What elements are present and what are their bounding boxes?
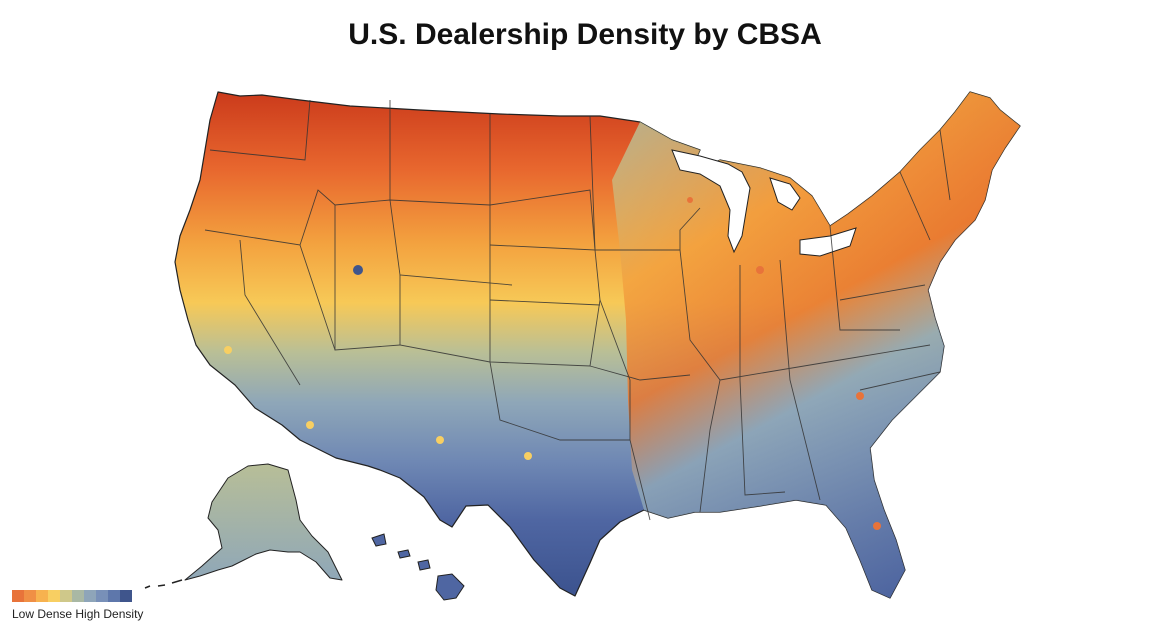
- map-title: U.S. Dealership Density by CBSA: [348, 18, 822, 51]
- legend-swatch: [96, 590, 108, 602]
- hawaii-big-island: [435, 573, 465, 601]
- contiguous-us-region: [174, 91, 1021, 599]
- hawaii-kauai: [371, 533, 387, 547]
- legend-swatch: [36, 590, 48, 602]
- legend-label: Low Dense High Density: [12, 607, 144, 621]
- legend-swatch: [72, 590, 84, 602]
- density-legend: Low Dense High Density: [12, 590, 143, 621]
- legend-swatch: [48, 590, 60, 602]
- aleutian-islands: [144, 579, 183, 589]
- legend-swatch: [120, 590, 132, 602]
- alaska-region: [144, 463, 343, 589]
- legend-swatch: [12, 590, 24, 602]
- alaska-shape: [184, 463, 343, 581]
- great-lakes: [671, 149, 857, 257]
- state-borders: [204, 99, 951, 521]
- legend-swatch: [108, 590, 120, 602]
- legend-swatch: [84, 590, 96, 602]
- hawaii-maui: [417, 559, 431, 571]
- density-hotspots: [224, 197, 881, 530]
- east-overlay: [612, 92, 1020, 598]
- legend-swatch: [60, 590, 72, 602]
- hawaii-oahu: [397, 549, 411, 559]
- legend-color-scale: [12, 590, 143, 602]
- legend-swatch: [24, 590, 36, 602]
- hawaii-region: [371, 533, 465, 601]
